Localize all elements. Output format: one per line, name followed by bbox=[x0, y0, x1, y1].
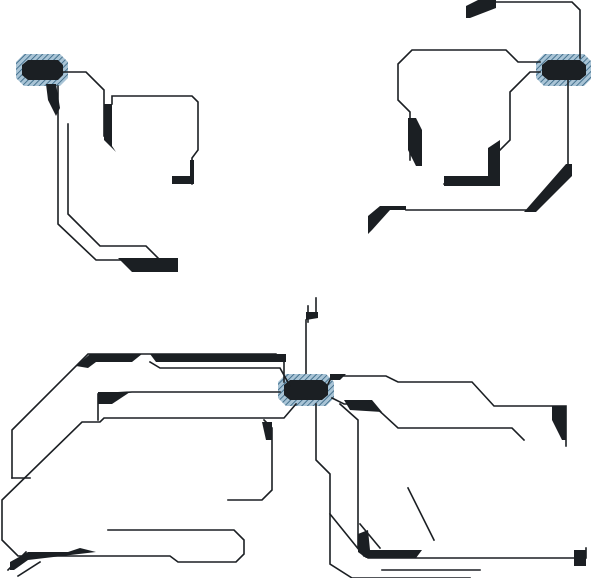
pad-center bbox=[278, 374, 334, 406]
top-right-trace-cluster bbox=[368, 0, 591, 234]
pad-top-right bbox=[536, 54, 591, 86]
bottom-center-trace-cluster bbox=[1, 297, 587, 578]
top-left-trace-cluster bbox=[16, 54, 199, 272]
pad-top-left bbox=[16, 54, 68, 86]
